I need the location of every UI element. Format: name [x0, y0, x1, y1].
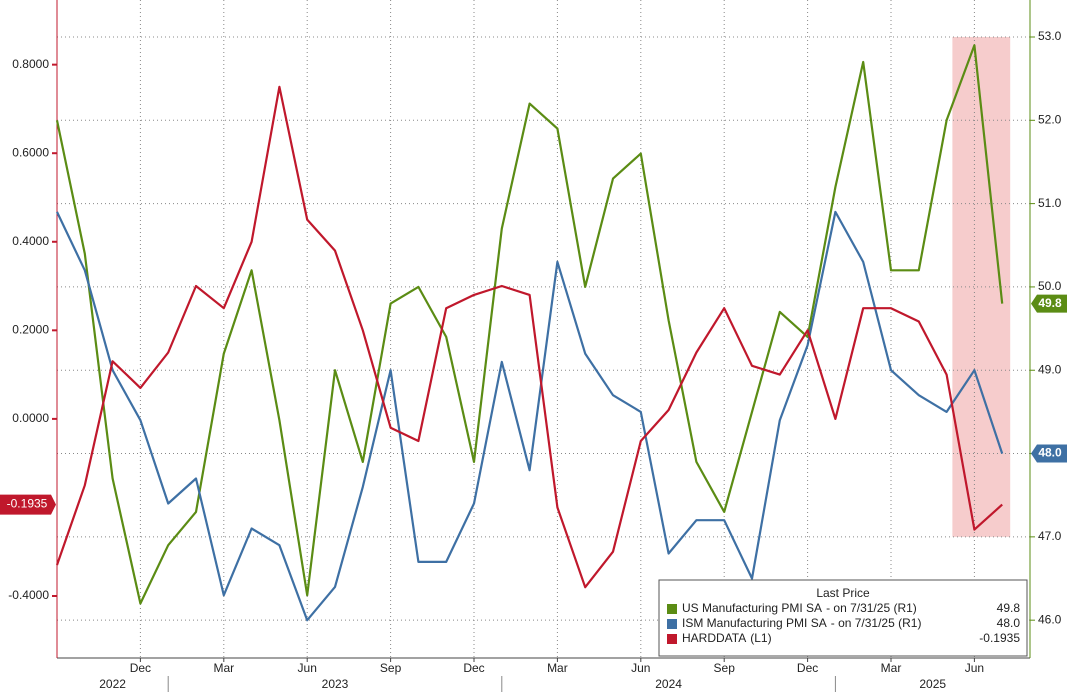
- legend-note: - on 7/31/25 (R1): [831, 616, 922, 630]
- legend-box: [658, 579, 1028, 657]
- y2-tick-label: 51.0: [1038, 196, 1062, 210]
- series-line: [56, 210, 1004, 622]
- series-line: [55, 85, 1003, 589]
- x-tick-label: Jun: [965, 661, 984, 675]
- series-line: [55, 44, 1004, 605]
- legend-value: -0.1935: [979, 631, 1020, 645]
- y-tick-label: 0.6000: [12, 145, 49, 159]
- x-tick-label: Mar: [881, 661, 902, 675]
- legend-swatch: [667, 604, 677, 614]
- x-tick-label: Sep: [380, 661, 402, 675]
- legend-name: ISM Manufacturing PMI SA: [682, 616, 827, 630]
- legend-note: - on 7/31/25 (R1): [826, 601, 917, 615]
- x-tick-label: Jun: [631, 661, 650, 675]
- year-label: 2025: [919, 677, 946, 691]
- value-tag-label: -0.1935: [7, 497, 48, 511]
- y-tick-label: 0.8000: [12, 57, 49, 71]
- legend-name: HARDDATA: [682, 631, 746, 645]
- value-tag: [1031, 444, 1067, 463]
- year-label: 2022: [99, 677, 126, 691]
- x-tick-label: Jun: [298, 661, 317, 675]
- legend-swatch: [667, 634, 677, 644]
- x-tick-label: Mar: [213, 661, 234, 675]
- legend-note: (L1): [750, 631, 771, 645]
- legend-value: 48.0: [997, 616, 1021, 630]
- y2-tick-label: 49.0: [1038, 362, 1062, 376]
- year-label: 2024: [655, 677, 682, 691]
- y-tick-label: 0.0000: [12, 411, 49, 425]
- y-tick-label: 0.4000: [12, 234, 49, 248]
- y2-tick-label: 46.0: [1038, 612, 1062, 626]
- x-tick-label: Mar: [547, 661, 568, 675]
- legend-value: 49.8: [997, 601, 1021, 615]
- legend-swatch: [667, 619, 677, 629]
- legend-title: Last Price: [816, 586, 870, 600]
- y2-tick-label: 50.0: [1038, 279, 1062, 293]
- value-tag-label: 49.8: [1038, 296, 1062, 310]
- y2-tick-label: 47.0: [1038, 529, 1062, 543]
- value-tag-label: 48.0: [1038, 446, 1062, 460]
- y2-tick-label: 52.0: [1038, 112, 1062, 126]
- year-label: 2023: [322, 677, 349, 691]
- value-tag: [1031, 294, 1067, 313]
- x-tick-label: Dec: [797, 661, 818, 675]
- x-tick-label: Dec: [463, 661, 484, 675]
- y-tick-label: 0.2000: [12, 323, 49, 337]
- legend-label: US Manufacturing PMI SA - on 7/31/25 (R1): [682, 601, 917, 615]
- legend-name: US Manufacturing PMI SA: [682, 601, 822, 615]
- y2-tick-label: 53.0: [1038, 29, 1062, 43]
- x-tick-label: Sep: [714, 661, 736, 675]
- y-tick-label: -0.4000: [8, 588, 49, 602]
- legend-label: ISM Manufacturing PMI SA - on 7/31/25 (R1…: [682, 616, 921, 630]
- x-tick-label: Dec: [130, 661, 151, 675]
- legend-label: HARDDATA (L1): [682, 631, 772, 645]
- value-tag: [0, 494, 56, 515]
